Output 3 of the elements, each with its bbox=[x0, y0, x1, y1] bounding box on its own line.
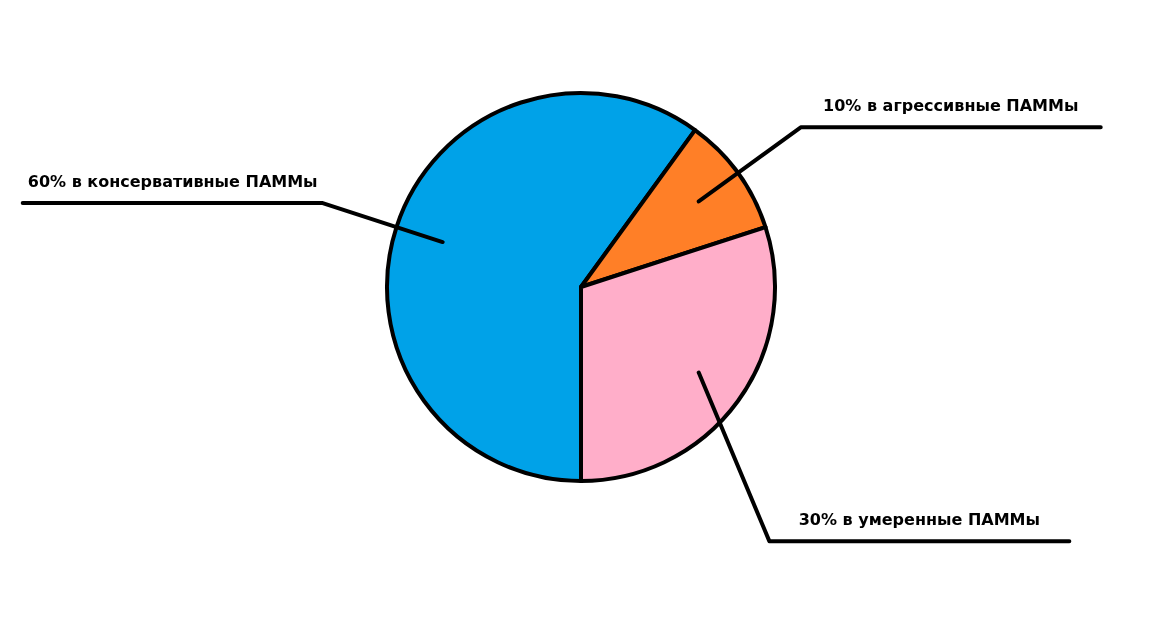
slice-label: 10% в агрессивные ПАММы bbox=[823, 96, 1079, 116]
slice-label: 30% в умеренные ПАММы bbox=[798, 510, 1040, 530]
slice-label: 60% в консервативные ПАММы bbox=[27, 172, 318, 192]
